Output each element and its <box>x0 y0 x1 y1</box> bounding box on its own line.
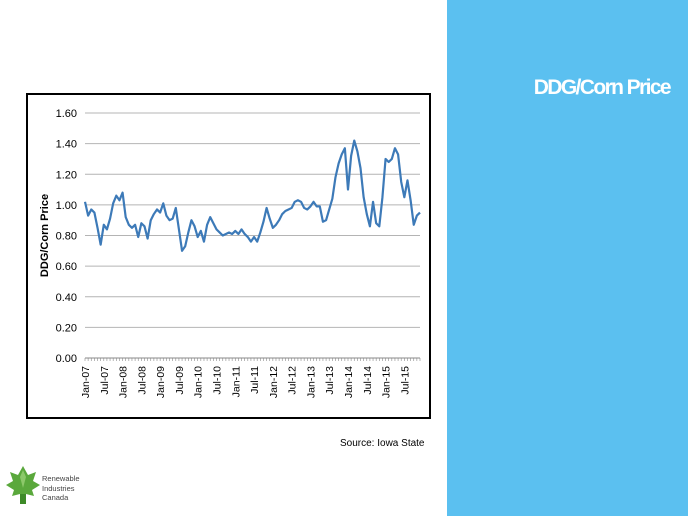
line-chart: 0.00 0.20 0.40 0.60 0.80 1.00 1.20 1.40 1.60 Jan-… <box>39 108 421 398</box>
logo-text-line1: Renewable <box>42 474 80 483</box>
x-tick-label: Jan-12 <box>268 366 280 398</box>
series-line <box>83 139 421 252</box>
x-tick-label: Jul-13 <box>324 366 336 395</box>
x-tick-label: Jul-12 <box>287 366 299 395</box>
logo: Renewable Industries Canada <box>6 466 126 512</box>
y-tick-label: 1.40 <box>56 139 77 151</box>
x-tick-label: Jan-15 <box>381 366 393 398</box>
y-tick-label: 0.80 <box>56 231 77 243</box>
maple-leaf-icon <box>6 466 40 504</box>
x-tick-label: Jul-08 <box>136 366 148 395</box>
y-tick-label: 1.20 <box>56 169 77 181</box>
x-tick-label: Jul-09 <box>174 366 186 395</box>
logo-text-line3: Canada <box>42 493 69 502</box>
x-tick-label: Jul-15 <box>399 366 411 395</box>
y-axis-title: DDG/Corn Price <box>39 194 51 277</box>
x-tick-label: Jul-07 <box>99 366 111 395</box>
x-tick-label: Jan-08 <box>118 366 130 398</box>
logo-text: Renewable Industries Canada <box>42 474 80 503</box>
y-tick-label: 0.00 <box>56 353 77 365</box>
x-tick-label: Jan-13 <box>305 366 317 398</box>
y-tick-label: 0.20 <box>56 322 77 334</box>
source-note: Source: Iowa State <box>340 438 425 449</box>
x-tick-label: Jan-09 <box>155 366 167 398</box>
x-tick-label: Jan-10 <box>193 366 205 398</box>
y-tick-label: 0.60 <box>56 261 77 273</box>
x-tick-label: Jan-11 <box>230 366 242 397</box>
y-tick-label: 1.60 <box>56 108 77 120</box>
x-tick-label: Jul-14 <box>362 366 374 395</box>
x-tick-label: Jan-07 <box>80 366 92 398</box>
y-tick-label: 1.00 <box>56 200 77 212</box>
x-tick-label: Jul-10 <box>211 366 223 395</box>
slide-title: DDG/Corn Price <box>533 76 672 99</box>
chart-frame: 0.00 0.20 0.40 0.60 0.80 1.00 1.20 1.40 1.60 Jan-… <box>26 93 431 419</box>
y-tick-label: 0.40 <box>56 292 77 304</box>
x-tick-label: Jul-11 <box>249 366 261 394</box>
x-tick-label: Jan-14 <box>343 366 355 398</box>
logo-text-line2: Industries <box>42 483 75 493</box>
right-panel: DDG/Corn Price <box>447 0 688 516</box>
